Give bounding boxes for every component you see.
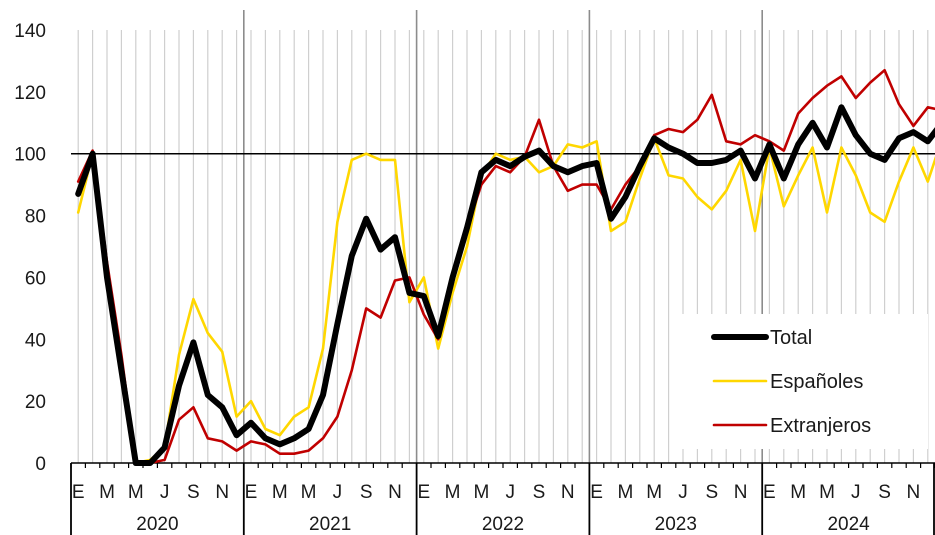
month-tick-label: J [851, 482, 861, 503]
month-tick-label: M [272, 482, 288, 503]
month-tick-label: M [445, 482, 461, 503]
year-tick-label: 2020 [136, 514, 178, 535]
series-layer [75, 68, 935, 466]
series-line-extranjeros [76, 68, 935, 465]
month-tick-label: J [505, 482, 515, 503]
month-tick-label: E [417, 482, 430, 503]
legend-label: Españoles [770, 371, 863, 393]
month-tick-label: M [473, 482, 489, 503]
month-tick-label: N [907, 482, 921, 503]
y-tick-label: 40 [25, 330, 46, 351]
year-tick-label: 2024 [827, 514, 870, 535]
legend: Total Españoles Extranjeros [681, 314, 928, 449]
month-tick-label: N [215, 482, 229, 503]
year-tick-label: 2021 [309, 514, 351, 535]
y-tick-label: 100 [14, 145, 46, 166]
month-tick-label: M [301, 482, 317, 503]
year-tick-label: 2022 [482, 514, 524, 535]
month-tick-label: M [99, 482, 115, 503]
month-tick-label: S [705, 482, 718, 503]
y-tick-label: 120 [14, 83, 46, 104]
series-line-espa-oles [76, 137, 935, 465]
month-tick-label: N [734, 482, 748, 503]
month-tick-label: J [333, 482, 343, 503]
legend-label: Extranjeros [770, 415, 871, 437]
month-tick-label: N [388, 482, 402, 503]
month-tick-label: S [533, 482, 546, 503]
month-tick-label: N [561, 482, 575, 503]
y-tick-label: 80 [25, 207, 46, 228]
y-tick-label: 0 [35, 454, 46, 475]
grid-layer [71, 10, 935, 463]
y-tick-label: 140 [14, 21, 46, 42]
month-tick-label: E [590, 482, 603, 503]
month-tick-label: M [128, 482, 144, 503]
series-line-total [75, 104, 935, 466]
month-tick-label: S [360, 482, 373, 503]
month-tick-label: S [878, 482, 891, 503]
month-tick-label: S [187, 482, 200, 503]
legend-label: Total [770, 327, 812, 349]
month-tick-label: M [617, 482, 633, 503]
month-tick-label: M [646, 482, 662, 503]
year-tick-label: 2023 [655, 514, 697, 535]
month-tick-label: J [678, 482, 688, 503]
month-tick-label: M [790, 482, 806, 503]
month-tick-label: J [160, 482, 170, 503]
month-tick-label: E [72, 482, 85, 503]
y-tick-label: 20 [25, 392, 46, 413]
y-tick-label: 60 [25, 268, 46, 289]
month-tick-label: M [819, 482, 835, 503]
month-tick-label: E [763, 482, 776, 503]
month-tick-label: E [245, 482, 258, 503]
